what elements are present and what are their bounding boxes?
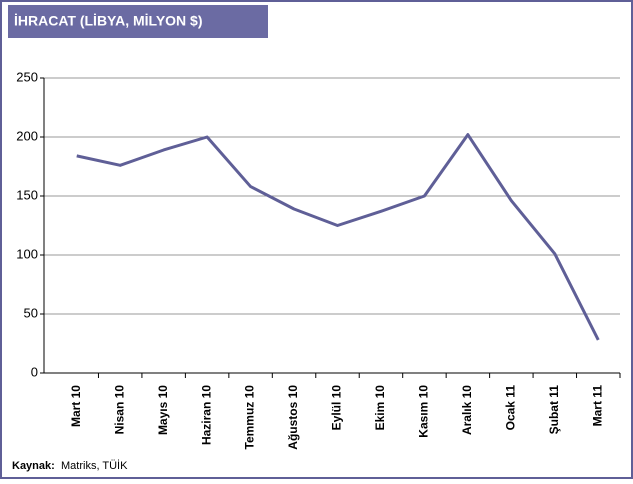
y-tick-label: 50 [24, 305, 38, 320]
x-tick-label: Aralık 10 [460, 385, 474, 435]
x-tick-label: Mayıs 10 [156, 385, 170, 435]
y-tick-label: 150 [16, 187, 38, 202]
y-tick-label: 100 [16, 246, 38, 261]
x-tick-label: Temmuz 10 [243, 385, 257, 450]
x-tick-label: Mart 10 [69, 385, 83, 427]
x-tick-label: Şubat 11 [547, 385, 561, 435]
line [76, 133, 600, 341]
y-tick-label: 200 [16, 128, 38, 143]
y-tick-label: 250 [16, 69, 38, 84]
x-tick-label: Ekim 10 [373, 385, 387, 431]
x-tick-label: Mart 11 [590, 385, 604, 427]
title-box [8, 5, 268, 38]
x-tick-label: Ocak 11 [504, 385, 518, 431]
x-tick-label: Nisan 10 [112, 385, 126, 435]
chart-title: İHRACAT (LİBYA, MİLYON $) [14, 13, 203, 29]
y-tick-label: 0 [31, 364, 38, 379]
x-tick-label: Kasım 10 [417, 385, 431, 438]
x-tick-label: Ağustos 10 [286, 385, 300, 450]
source-label: Kaynak: [12, 460, 55, 472]
x-tick-label: Haziran 10 [199, 385, 213, 445]
x-tick-label: Eylül 10 [330, 385, 344, 431]
source: Matriks, TÜİK [61, 459, 128, 472]
